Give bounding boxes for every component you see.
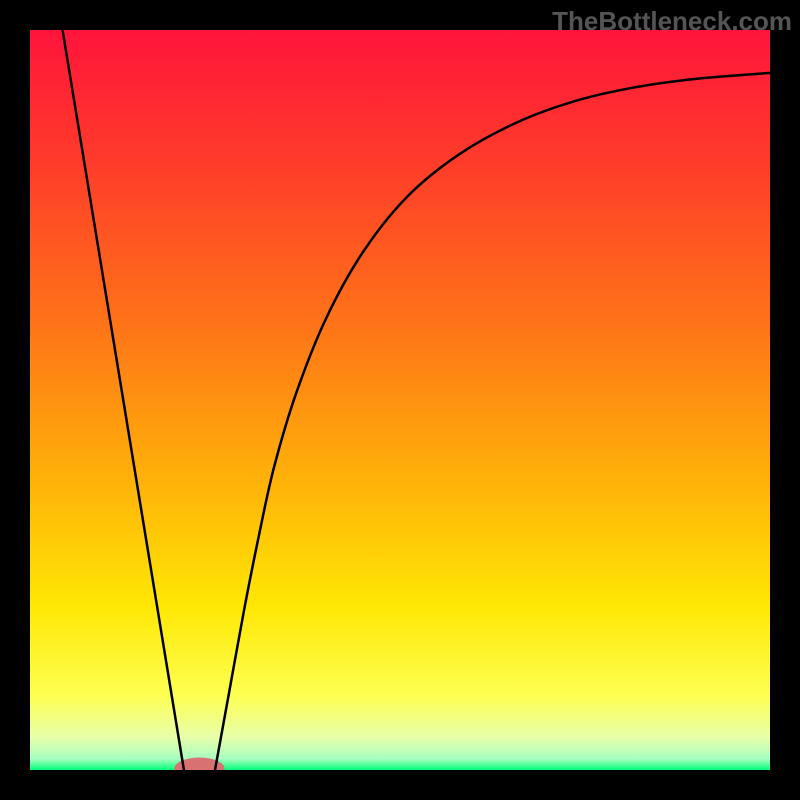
plot-svg <box>30 30 770 770</box>
watermark-label: TheBottleneck.com <box>552 6 792 37</box>
plot-area <box>30 30 770 770</box>
gradient-background <box>30 30 770 770</box>
chart-container: TheBottleneck.com <box>0 0 800 800</box>
